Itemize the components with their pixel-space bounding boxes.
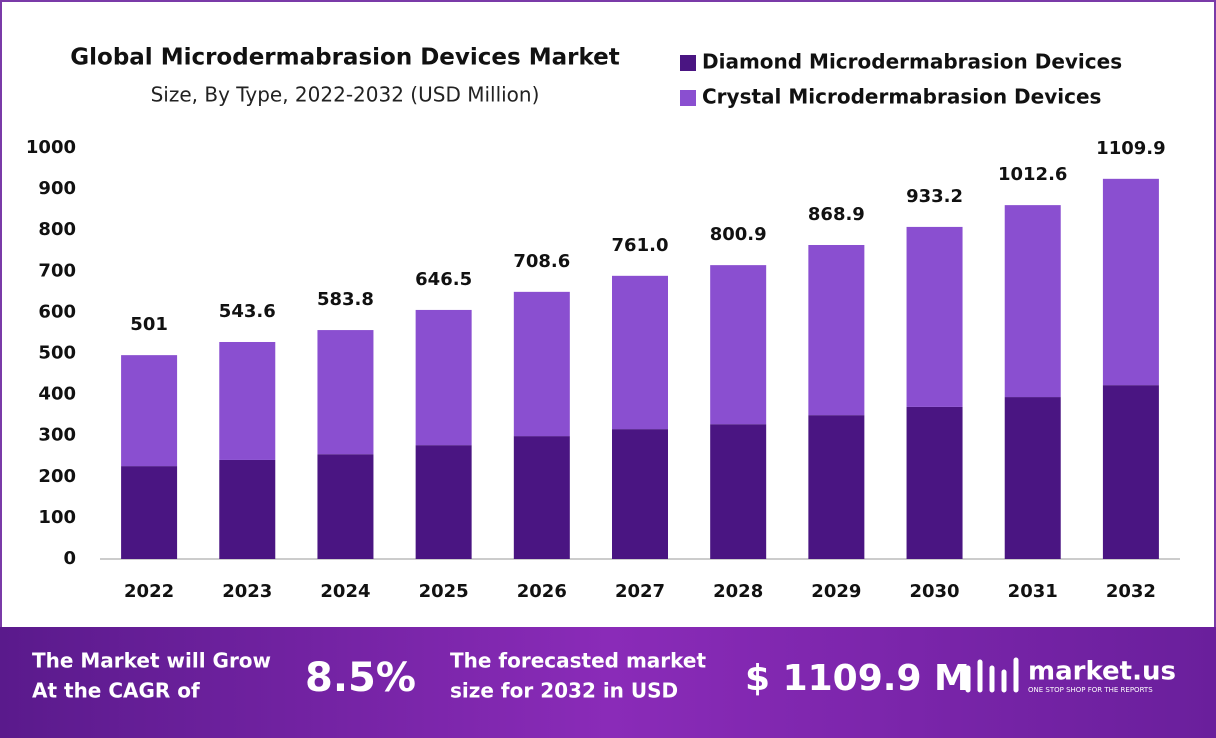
x-tick-label: 2031: [1008, 581, 1058, 602]
bar-segment: [317, 454, 374, 559]
bar-segment: [1004, 205, 1061, 398]
y-tick-label: 100: [38, 507, 76, 528]
forecast-text: The forecasted market: [450, 649, 706, 673]
bar-segment: [710, 424, 767, 559]
bar-segment: [415, 445, 472, 559]
y-tick-label: 800: [38, 219, 76, 240]
y-tick-label: 200: [38, 466, 76, 487]
chart-subtitle: Size, By Type, 2022-2032 (USD Million): [151, 83, 540, 107]
total-label: 868.9: [808, 204, 865, 225]
y-tick-label: 1000: [26, 137, 76, 158]
x-tick-label: 2030: [909, 581, 959, 602]
y-tick-label: 600: [38, 301, 76, 322]
total-label: 1012.6: [998, 164, 1067, 185]
bar-segment: [808, 415, 865, 559]
bar-segment: [219, 341, 276, 460]
bar-segment: [317, 330, 374, 455]
brand-name: market.us: [1028, 657, 1176, 687]
x-tick-label: 2026: [517, 581, 567, 602]
x-tick-label: 2022: [124, 581, 174, 602]
bar-segment: [1102, 178, 1159, 386]
cagr-text: The Market will Grow: [32, 649, 271, 673]
total-label: 800.9: [710, 224, 767, 245]
y-tick-label: 900: [38, 178, 76, 199]
total-label: 708.6: [513, 251, 570, 272]
x-tick-label: 2032: [1106, 581, 1156, 602]
bar-segment: [219, 459, 276, 559]
total-label: 761.0: [612, 235, 669, 256]
cagr-text: At the CAGR of: [32, 679, 200, 703]
bar-segment: [906, 226, 963, 407]
total-label: 933.2: [906, 186, 963, 207]
chart-title: Global Microdermabrasion Devices Market: [70, 45, 619, 71]
total-label: 501: [130, 314, 168, 335]
y-tick-label: 400: [38, 384, 76, 405]
legend-swatch: [680, 55, 696, 71]
bar-segment: [1102, 385, 1159, 559]
brand-logo: [965, 657, 1019, 693]
y-tick-label: 500: [38, 343, 76, 364]
total-label: 583.8: [317, 289, 374, 310]
legend-label: Diamond Microdermabrasion Devices: [702, 50, 1122, 74]
x-tick-label: 2029: [811, 581, 861, 602]
total-label: 543.6: [219, 301, 276, 322]
bar-segment: [121, 355, 178, 467]
footer-banner: [0, 627, 1216, 738]
legend-label: Crystal Microdermabrasion Devices: [702, 85, 1101, 109]
brand-tagline: ONE STOP SHOP FOR THE REPORTS: [1028, 686, 1153, 694]
legend-swatch: [680, 90, 696, 106]
total-label: 1109.9: [1096, 138, 1165, 159]
x-tick-label: 2027: [615, 581, 665, 602]
bar-segment: [513, 436, 570, 559]
bar-segment: [612, 275, 668, 430]
forecast-value: $ 1109.9 M: [745, 658, 970, 699]
bar-segment: [415, 309, 472, 446]
y-tick-label: 300: [38, 425, 76, 446]
bar-segment: [513, 291, 570, 437]
bar-segment: [612, 429, 668, 559]
forecast-text: size for 2032 in USD: [450, 679, 678, 703]
bar-segment: [710, 265, 767, 425]
y-tick-label: 0: [63, 548, 76, 569]
x-tick-label: 2024: [320, 581, 370, 602]
y-tick-label: 700: [38, 260, 76, 281]
x-tick-label: 2028: [713, 581, 763, 602]
x-tick-label: 2023: [222, 581, 272, 602]
bar-segment: [808, 244, 865, 416]
x-tick-label: 2025: [419, 581, 469, 602]
bar-segment: [906, 406, 963, 559]
total-label: 646.5: [415, 269, 472, 290]
cagr-value: 8.5%: [305, 655, 416, 701]
bar-segment: [1004, 397, 1061, 559]
bar-segment: [121, 466, 178, 559]
